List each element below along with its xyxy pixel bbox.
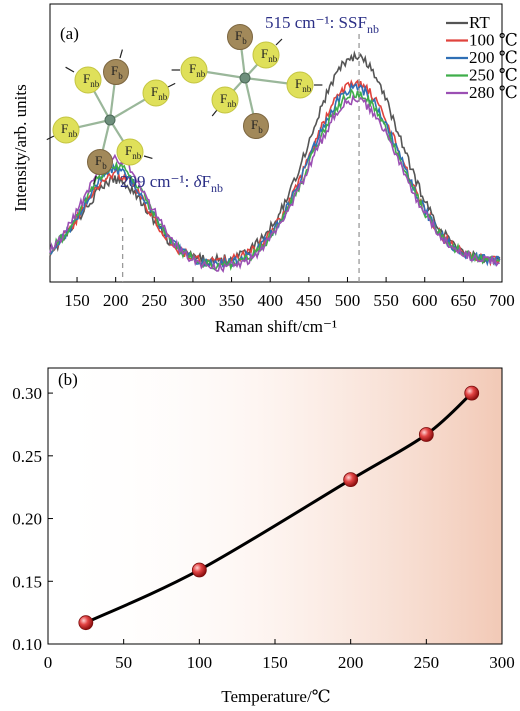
temperature-trend-panel: 0 50 100 150 200 250 300 0.10 0.15 0.20 0.25 0.30 (… <box>12 367 515 706</box>
x-tick-label-a: 650 <box>451 291 477 310</box>
x-tick-label-a: 550 <box>373 291 399 310</box>
x-axis-label-b: Temperature/℃ <box>221 687 330 706</box>
central-atom <box>104 114 116 126</box>
x-axis-label-a: Raman shift/cm⁻¹ <box>215 317 337 336</box>
x-ticks-a: 150 200 250 300 350 400 450 500 550 600 650 700 <box>64 277 515 310</box>
spectrum-line-0 <box>49 50 501 267</box>
x-tick-label-b: 100 <box>187 653 213 672</box>
legend-entry: 200 ℃ <box>469 48 518 67</box>
legend-entry: 250 ℃ <box>469 66 518 85</box>
x-tick-label-a: 600 <box>412 291 438 310</box>
data-point <box>418 427 434 442</box>
peak-label-209-delta: δ <box>194 172 203 191</box>
peak-label-209-f: F <box>201 172 210 191</box>
vibration-arrow <box>65 66 75 73</box>
bridging-fluorine-atom <box>87 149 113 175</box>
vibration-arrow <box>211 109 218 117</box>
peak-label-515-main: 515 cm⁻¹: SSF <box>265 13 367 32</box>
vibration-arrow <box>143 155 153 159</box>
data-point <box>464 385 480 401</box>
nonbridging-fluorine-atom <box>52 116 80 144</box>
vibration-arrow <box>46 135 55 141</box>
ticks-b: 0 50 100 150 200 250 300 0.10 0.15 0.20 0.25 0.30 <box>12 384 515 672</box>
peak-label-209-main: 209 cm⁻¹: <box>120 172 194 191</box>
peak-label-515: 515 cm⁻¹: SSFnb <box>265 13 379 36</box>
nonbridging-fluorine-atom <box>180 56 208 84</box>
raman-spectrum-panel: 150 200 250 300 350 400 450 500 550 600 650 700 (a)… <box>11 3 518 336</box>
panel-a-tag: (a) <box>60 24 79 43</box>
nonbridging-fluorine-atom <box>74 66 102 94</box>
x-tick-label-a: 700 <box>489 291 515 310</box>
nonbridging-fluorine-atom <box>286 71 314 99</box>
x-tick-label-b: 200 <box>338 653 364 672</box>
atom-label: Fnb <box>125 143 142 161</box>
atom-label: Fb <box>251 117 263 135</box>
nonbridging-fluorine-atom <box>142 79 170 107</box>
x-tick-label-b: 150 <box>262 653 288 672</box>
nonbridging-fluorine-atom <box>252 41 280 69</box>
x-tick-label-b: 50 <box>115 653 132 672</box>
peak-label-209: 209 cm⁻¹: δFnb <box>120 172 223 195</box>
molecule-illustration-right: Fb Fnb Fnb Fnb Fnb Fb <box>171 24 323 139</box>
plot-frame-a <box>49 3 503 283</box>
atom-label: Fb <box>235 28 247 46</box>
data-point <box>78 615 94 631</box>
bridging-fluorine-atom <box>243 113 269 139</box>
x-tick-label-b: 0 <box>44 653 53 672</box>
x-tick-label-a: 250 <box>142 291 168 310</box>
nonbridging-fluorine-atom <box>116 138 144 166</box>
central-atom <box>239 72 251 84</box>
data-point <box>343 472 359 488</box>
atom-label: Fnb <box>83 71 100 89</box>
atom-label: Fnb <box>261 46 278 64</box>
bridging-fluorine-atom <box>103 59 129 85</box>
vibration-arrow <box>93 175 97 185</box>
x-tick-label-a: 450 <box>296 291 322 310</box>
vibration-arrow <box>275 38 283 46</box>
vibration-arrow <box>119 49 123 59</box>
atom-label: Fnb <box>151 84 168 102</box>
bridging-fluorine-atom <box>227 24 253 50</box>
peak-markers <box>121 34 360 282</box>
spectrum-line-4 <box>49 94 500 273</box>
legend-entry: 280 ℃ <box>469 83 518 102</box>
x-tick-label-a: 200 <box>103 291 129 310</box>
temperature-gradient-background <box>48 368 502 644</box>
x-tick-label-b: 300 <box>489 653 515 672</box>
atom-label: Fb <box>111 63 123 81</box>
atom-label: Fb <box>95 153 107 171</box>
x-tick-label-a: 150 <box>64 291 90 310</box>
peak-label-209-sub: nb <box>211 181 223 195</box>
y-tick-label-b: 0.15 <box>12 572 42 591</box>
vibration-arrow <box>167 82 176 88</box>
data-point <box>191 562 207 578</box>
y-tick-label-b: 0.30 <box>12 384 42 403</box>
atom-label: Fnb <box>189 61 206 79</box>
peak-label-515-sub: nb <box>367 22 379 36</box>
nonbridging-fluorine-atom <box>211 86 239 114</box>
raman-traces <box>49 50 501 273</box>
x-tick-label-a: 300 <box>180 291 206 310</box>
spectrum-line-2 <box>49 82 501 271</box>
panel-b-tag: (b) <box>58 370 78 389</box>
x-tick-label-a: 350 <box>219 291 245 310</box>
atom-label: Fnb <box>295 76 312 94</box>
y-tick-label-b: 0.25 <box>12 447 42 466</box>
y-tick-label-b: 0.20 <box>12 510 42 529</box>
data-points <box>78 385 480 631</box>
molecule-illustration-left: Fb Fnb Fnb Fnb Fb Fnb <box>46 49 176 185</box>
legend-entry: RT <box>469 13 490 32</box>
x-tick-label-a: 400 <box>257 291 283 310</box>
x-tick-label-a: 500 <box>335 291 361 310</box>
y-axis-label-a: Intensity/arb. units <box>11 84 30 211</box>
y-tick-label-b: 0.10 <box>12 635 42 654</box>
legend-entry: 100 ℃ <box>469 31 518 50</box>
x-tick-label-b: 250 <box>414 653 440 672</box>
atom-label: Fnb <box>220 91 237 109</box>
atom-label: Fnb <box>61 121 78 139</box>
